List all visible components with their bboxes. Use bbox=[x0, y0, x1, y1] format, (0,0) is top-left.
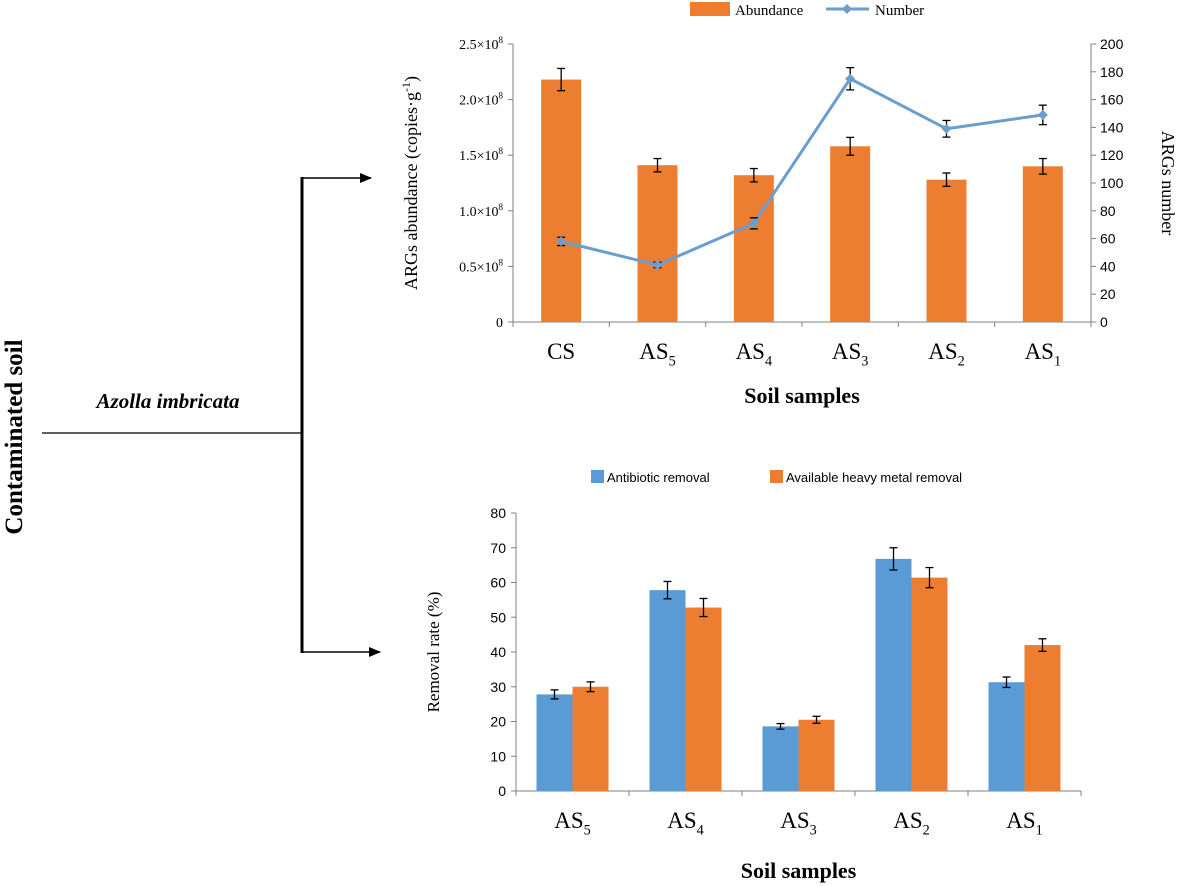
legend-label-heavy-metal: Available heavy metal removal bbox=[786, 470, 962, 485]
y-tick-label: 20 bbox=[490, 714, 506, 730]
flow-diagram: Contaminated soil Azolla imbricata bbox=[1, 173, 381, 657]
y-tick-label: 70 bbox=[490, 540, 506, 556]
heavy-metal-removal-bar bbox=[911, 577, 948, 791]
legend-marker-number bbox=[842, 4, 852, 14]
x-tick-label: AS2 bbox=[928, 339, 965, 369]
y2-tick-label: 140 bbox=[1100, 119, 1124, 135]
branch-label: Azolla imbricata bbox=[95, 389, 240, 413]
legend-swatch-abundance bbox=[690, 2, 730, 16]
number-series-line bbox=[560, 76, 1044, 267]
y-tick-label: 0.5×108 bbox=[459, 257, 503, 275]
x-tick-label: AS3 bbox=[832, 339, 869, 369]
y2-tick-label: 80 bbox=[1100, 203, 1116, 219]
y-axis-label: ARGs abundance (copies·g-1) bbox=[399, 76, 422, 290]
antibiotic-removal-bar bbox=[762, 726, 799, 791]
antibiotic-removal-bar bbox=[536, 694, 573, 791]
y-tick-label: 1.5×108 bbox=[459, 146, 503, 164]
number-point bbox=[556, 236, 567, 247]
abundance-bar bbox=[637, 165, 678, 322]
legend-swatch-antibiotic bbox=[591, 470, 604, 483]
x-tick-label: AS1 bbox=[1025, 339, 1062, 369]
antibiotic-removal-bar bbox=[988, 682, 1025, 791]
y2-tick-label: 200 bbox=[1100, 36, 1124, 52]
number-point bbox=[748, 218, 759, 229]
y2-tick-label: 100 bbox=[1100, 175, 1124, 191]
y-tick-label: 1.0×108 bbox=[459, 202, 503, 220]
abundance-bar bbox=[1022, 166, 1063, 322]
y-tick-label: 80 bbox=[490, 505, 506, 521]
side-label: Contaminated soil bbox=[1, 339, 28, 534]
abundance-bar bbox=[541, 79, 582, 322]
heavy-metal-removal-bar bbox=[685, 607, 722, 791]
heavy-metal-removal-bar bbox=[1024, 645, 1061, 791]
heavy-metal-removal-bar bbox=[572, 686, 609, 791]
x-tick-label: AS5 bbox=[639, 339, 676, 369]
y2-tick-label: 0 bbox=[1100, 314, 1108, 330]
x-tick-label: AS4 bbox=[667, 808, 704, 838]
abundance-bar bbox=[830, 146, 871, 322]
x-tick-label: AS5 bbox=[554, 808, 591, 838]
y2-axis-label: ARGs number bbox=[1158, 131, 1178, 236]
abundance-bar bbox=[733, 175, 774, 322]
legend-label-antibiotic: Antibiotic removal bbox=[607, 470, 710, 485]
antibiotic-removal-bar bbox=[875, 558, 912, 791]
y-tick-label: 50 bbox=[490, 609, 506, 625]
heavy-metal-removal-bar bbox=[798, 719, 835, 791]
y-tick-label: 0 bbox=[496, 316, 503, 331]
y2-tick-label: 160 bbox=[1100, 92, 1124, 108]
y-tick-label: 2.0×108 bbox=[459, 91, 503, 109]
x-tick-label: AS2 bbox=[893, 808, 930, 838]
legend-label-number: Number bbox=[875, 3, 924, 19]
y-tick-label: 2.5×108 bbox=[459, 35, 503, 53]
y-tick-label: 30 bbox=[490, 679, 506, 695]
x-tick-label: AS1 bbox=[1006, 808, 1043, 838]
legend-swatch-heavy-metal bbox=[770, 470, 783, 483]
number-point bbox=[941, 123, 952, 134]
y2-tick-label: 120 bbox=[1100, 147, 1124, 163]
number-point bbox=[1037, 109, 1048, 120]
y-axis-label: Removal rate (%) bbox=[424, 592, 443, 713]
abundance-bar bbox=[926, 179, 967, 322]
y-tick-label: 40 bbox=[490, 644, 506, 660]
y2-tick-label: 60 bbox=[1100, 231, 1116, 247]
legend-label-abundance: Abundance bbox=[735, 3, 804, 19]
y-tick-label: 0 bbox=[498, 783, 506, 799]
args-abundance-chart: 2.5×108 2.0×108 1.5×108 1.0×108 0.5×108 0 0 20 4… bbox=[399, 2, 1178, 408]
y2-tick-label: 180 bbox=[1100, 64, 1124, 80]
y-tick-label: 60 bbox=[490, 575, 506, 591]
y-tick-label: 10 bbox=[490, 748, 506, 764]
antibiotic-removal-bar bbox=[649, 590, 686, 791]
x-axis-label: Soil samples bbox=[744, 383, 860, 408]
x-axis-label: Soil samples bbox=[741, 858, 857, 883]
number-point bbox=[845, 73, 856, 84]
removal-rate-chart: 0 10 20 30 40 50 60 70 80 AS5 AS4 AS3 AS2 AS1 Soil sam… bbox=[424, 470, 1082, 883]
number-point bbox=[652, 260, 663, 271]
x-tick-label: CS bbox=[547, 339, 575, 364]
y2-tick-label: 40 bbox=[1100, 258, 1116, 274]
x-tick-label: AS4 bbox=[736, 339, 773, 369]
x-tick-label: AS3 bbox=[780, 808, 817, 838]
y2-tick-label: 20 bbox=[1100, 286, 1116, 302]
